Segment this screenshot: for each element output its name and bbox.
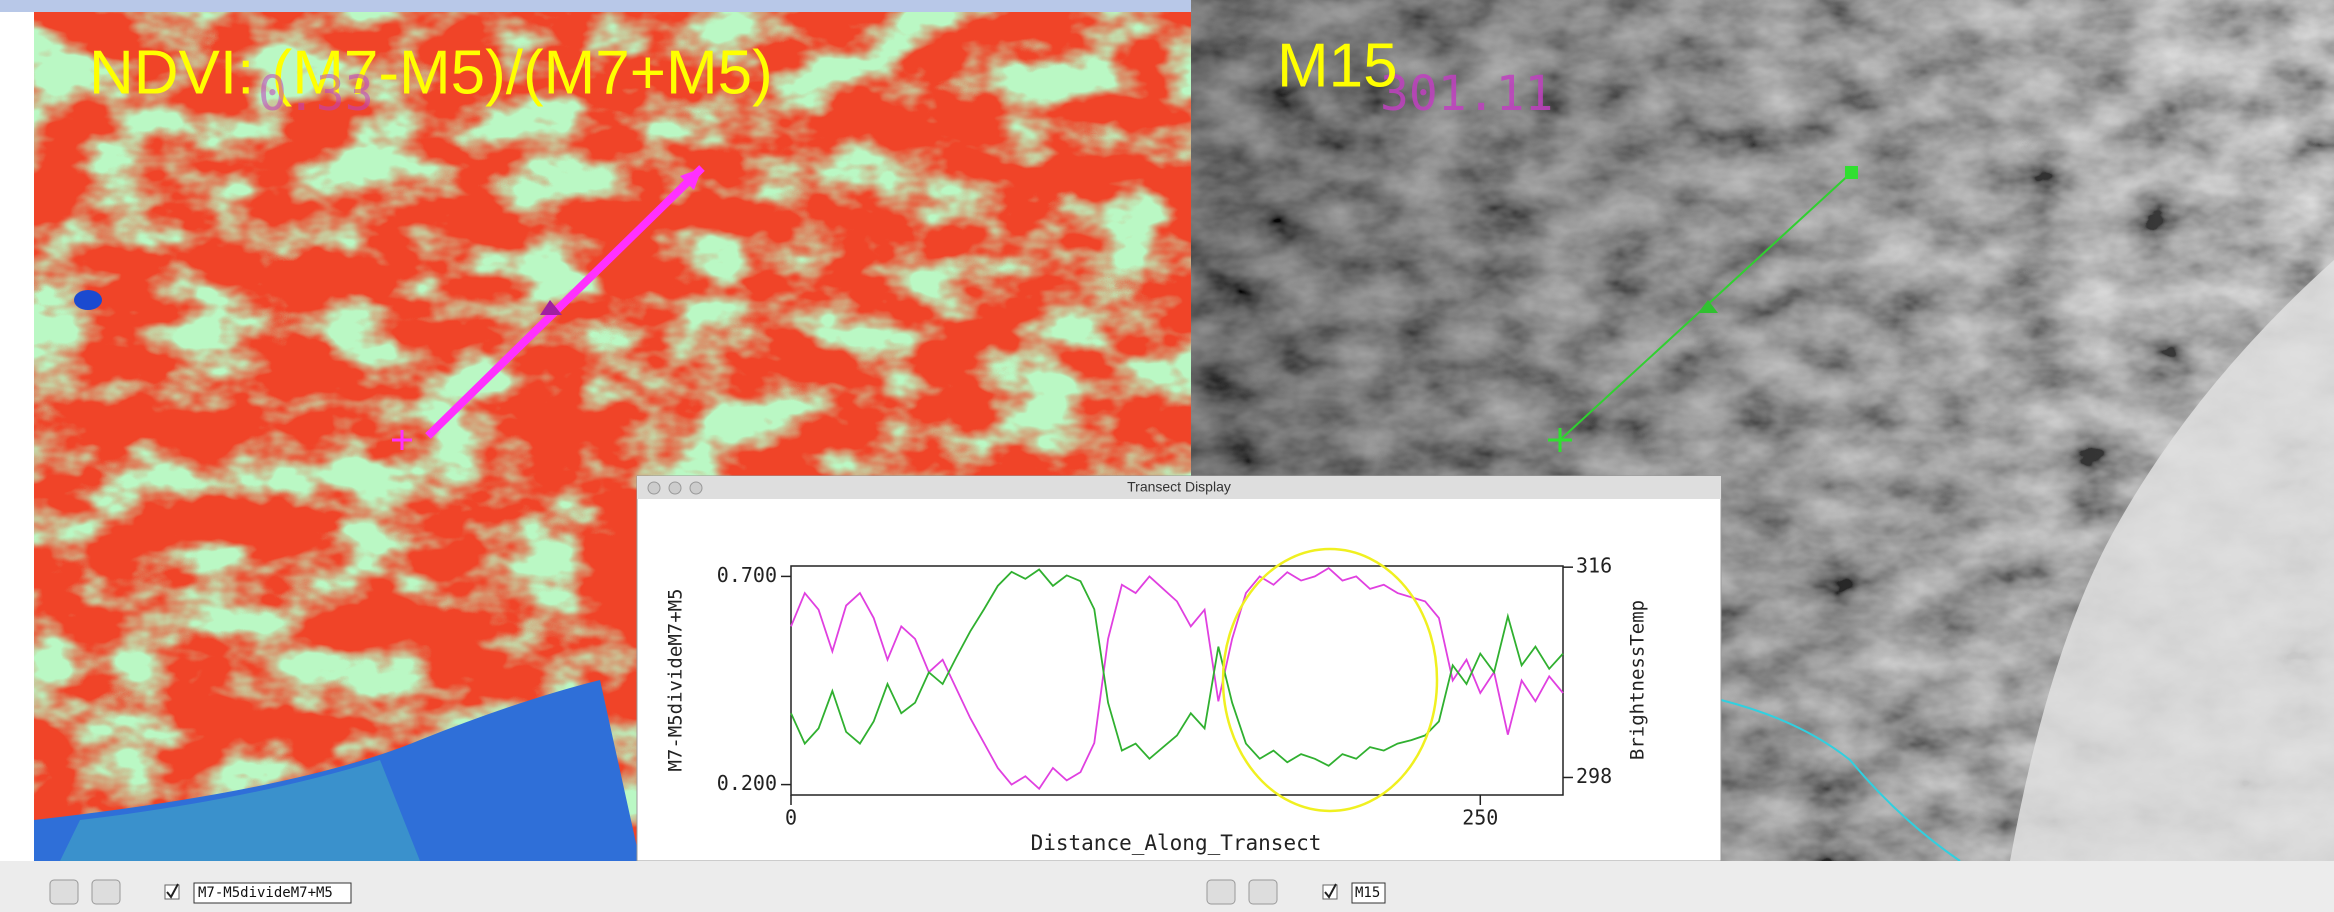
minimize-button[interactable] [669, 482, 681, 494]
x-tick-label: 0 [785, 806, 797, 830]
home-button[interactable] [1207, 880, 1235, 904]
home-button[interactable] [50, 880, 78, 904]
panel-title: NDVI: (M7-M5)/(M7+M5) [89, 38, 773, 107]
y2-axis-label: BrightnessTemp [1627, 600, 1649, 760]
transect-window: Transect Display [637, 476, 1721, 861]
panel-title: M15 [1277, 31, 1398, 100]
link-button[interactable] [1249, 880, 1277, 904]
toolbar: M7-M5divideM7+M5 M15 [0, 861, 2334, 912]
page: NDVI: (M7-M5)/(M7+M5) 0.33 301.11 M15 Tr… [0, 0, 2334, 912]
top-bar [0, 0, 1255, 12]
y-tick-label: 0.700 [717, 563, 777, 587]
link-button[interactable] [92, 880, 120, 904]
zoom-button[interactable] [690, 482, 702, 494]
x-tick-label: 250 [1462, 806, 1498, 830]
y-axis-label: M7-M5divideM7+M5 [665, 588, 687, 771]
layer-label: M7-M5divideM7+M5 [198, 885, 333, 901]
screen: NDVI: (M7-M5)/(M7+M5) 0.33 301.11 M15 Tr… [0, 0, 2334, 912]
readout: 0.33 [258, 66, 374, 122]
readout: 301.11 [1380, 66, 1553, 122]
y2-tick-label: 298 [1576, 764, 1612, 788]
window-title: Transect Display [1127, 479, 1231, 495]
y-tick-label: 0.200 [717, 771, 777, 795]
x-axis-label: Distance_Along_Transect [1031, 831, 1322, 855]
close-button[interactable] [648, 482, 660, 494]
y2-tick-label: 316 [1576, 554, 1612, 578]
layer-label: M15 [1355, 885, 1380, 901]
